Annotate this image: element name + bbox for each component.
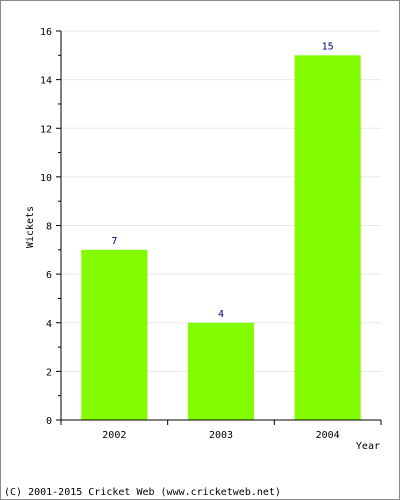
data-label: 4 <box>218 309 224 320</box>
bars <box>81 55 361 420</box>
axes <box>56 30 382 425</box>
y-tick-label: 10 <box>40 173 52 184</box>
copyright-footer: (C) 2001-2015 Cricket Web (www.cricketwe… <box>4 487 281 498</box>
y-axis-label: Wickets <box>25 206 36 248</box>
y-tick-label: 0 <box>46 416 52 427</box>
bar <box>187 322 255 420</box>
y-tick-label: 4 <box>46 319 52 330</box>
y-tick-label: 8 <box>46 222 52 233</box>
x-tick-label: 2003 <box>209 430 233 441</box>
bar <box>81 249 148 420</box>
x-tick-labels: 2002 2003 2004 <box>102 430 339 441</box>
y-tick-label: 16 <box>40 27 52 38</box>
y-tick-label: 2 <box>46 367 52 378</box>
x-tick-label: 2004 <box>316 430 340 441</box>
y-tick-label: 14 <box>40 76 52 87</box>
y-tick-labels: 0 2 4 6 8 10 12 14 16 <box>40 27 52 427</box>
data-label: 7 <box>111 236 117 247</box>
data-label: 15 <box>322 41 334 52</box>
bar <box>294 55 361 420</box>
data-labels: 7 4 15 <box>111 41 333 319</box>
x-axis-label: Year <box>356 441 380 452</box>
y-tick-label: 6 <box>46 270 52 281</box>
y-tick-label: 12 <box>40 124 52 135</box>
x-tick-label: 2002 <box>102 430 126 441</box>
